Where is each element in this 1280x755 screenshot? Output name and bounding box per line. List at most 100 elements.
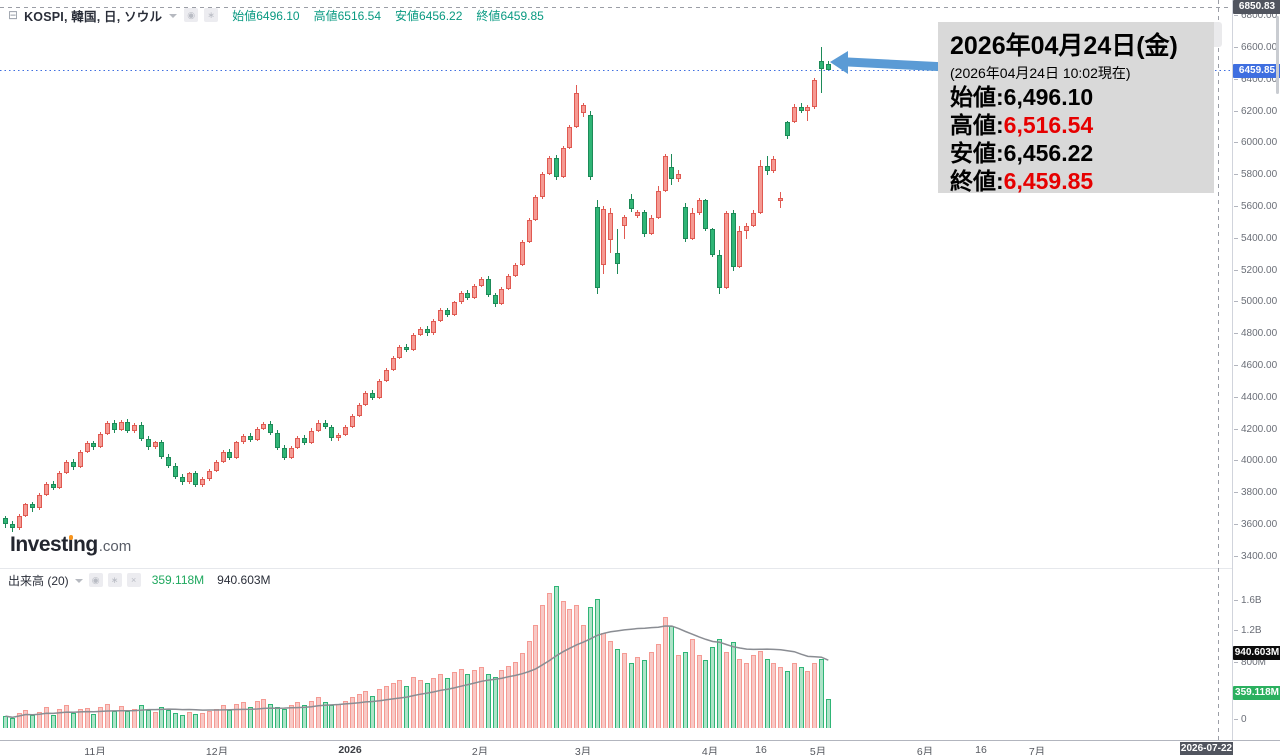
volume-bar (485, 673, 491, 728)
candle-body (91, 443, 97, 448)
price-axis[interactable]: 6800.00 6600.00 6400.00 6200.00 6000.00 5800.… (1232, 0, 1280, 740)
symbol-title: KOSPI, 韓国, 日, ソウル (24, 9, 163, 24)
volume-bar (295, 702, 301, 728)
volume-bar (608, 640, 614, 728)
volume-bar (703, 659, 709, 728)
volume-bar (213, 708, 219, 728)
candle-body (200, 479, 206, 485)
gear-icon[interactable]: ∗ (204, 8, 219, 22)
eye-icon[interactable]: ◉ (88, 573, 103, 587)
volume-bar (513, 662, 518, 728)
volume-bar (553, 585, 559, 728)
candle-body (57, 472, 63, 488)
close-icon[interactable]: × (126, 573, 141, 587)
candle-body (723, 213, 729, 289)
volume-bar (424, 683, 430, 728)
time-tick-label: 4月 (701, 746, 719, 755)
scrollbar-thumb[interactable] (1276, 16, 1279, 94)
candle-body (717, 254, 722, 289)
chevron-down-icon[interactable] (169, 14, 178, 18)
open-value: 始値6496.10 (232, 8, 300, 23)
axis-tick-label: 6000.00 (1234, 137, 1277, 148)
eye-icon[interactable]: ◉ (184, 8, 199, 22)
candle-body (390, 358, 396, 371)
low-value: 安値6456.22 (395, 8, 463, 23)
time-tick-label: 16 (755, 744, 767, 755)
volume-bar (594, 598, 600, 728)
candle-body (785, 121, 790, 137)
candle-body (560, 148, 566, 177)
volume-bar (275, 706, 280, 728)
axis-tick-label: 1.2B (1234, 625, 1262, 636)
future-date-badge: 2026-07-22 (1180, 742, 1233, 755)
candle-body (778, 198, 784, 201)
axis-tick-label: 5000.00 (1234, 296, 1277, 307)
volume-bar (560, 600, 566, 728)
candle-body (703, 199, 709, 230)
volume-header: 出来高 (20) ◉ ∗ × 359.118M 940.603M (8, 572, 271, 588)
candle-body (744, 226, 750, 231)
volume-bar (778, 666, 784, 728)
volume-bar (207, 710, 212, 728)
symbol-header: ⊟ KOSPI, 韓国, 日, ソウル ◉ ∗ 始値6496.10 高値6516… (8, 7, 544, 24)
pane-divider[interactable] (0, 568, 1232, 569)
volume-bar (336, 703, 342, 728)
candle-body (207, 471, 212, 480)
volume-bar (574, 604, 580, 728)
candle-body (689, 212, 695, 239)
volume-bar (411, 676, 416, 728)
candle-body (676, 173, 682, 180)
volume-bar (377, 689, 382, 728)
volume-bar (50, 714, 56, 728)
gear-icon[interactable]: ∗ (107, 573, 122, 587)
axis-tick-label: 6800.00 (1234, 10, 1277, 21)
axis-tick-label: 3800.00 (1234, 487, 1277, 498)
axis-tick-label: 4800.00 (1234, 328, 1277, 339)
candle-body (608, 213, 614, 240)
candle-body (601, 208, 607, 266)
candle-body (635, 211, 641, 216)
volume-bar (587, 607, 593, 728)
info-box-date-title: 2026年04月24日(金) (950, 32, 1178, 60)
time-tick-label: 16 (975, 744, 987, 755)
candle-body (798, 106, 804, 112)
candle-body (302, 437, 308, 444)
high-value: 高値6516.54 (313, 8, 382, 23)
volume-bar (363, 691, 369, 728)
layout-grid-icon[interactable]: ⊟ (8, 8, 19, 22)
volume-bar (234, 703, 240, 728)
volume-current-value: 359.118M (151, 573, 205, 587)
candle-body (16, 515, 22, 529)
time-axis[interactable]: 2026-07-22 11月 12月 2026 2月 3月 4月 16 5月 6月 16 7月 (0, 740, 1280, 755)
candle-body (417, 328, 423, 336)
volume-bar (757, 650, 763, 728)
candle-body (295, 437, 301, 448)
last-price-badge: 6459.85 (1233, 64, 1280, 78)
volume-bar (764, 658, 770, 728)
candle-body (737, 230, 743, 267)
volume-bar (723, 651, 729, 728)
volume-bar (309, 700, 314, 728)
candle-body (751, 212, 756, 227)
axis-tick-label: 800M (1234, 657, 1266, 668)
candle-body (812, 79, 818, 108)
candle-body (791, 106, 797, 122)
volume-bar (710, 647, 716, 728)
candle-body (315, 422, 321, 431)
candle-body (805, 107, 811, 112)
volume-bar (492, 676, 498, 728)
volume-bar (383, 686, 389, 728)
volume-bar (322, 702, 328, 728)
volume-bar (302, 705, 308, 728)
candle-body (757, 165, 763, 213)
volume-bar (111, 710, 117, 728)
candle-body (764, 165, 770, 172)
volume-bar (567, 608, 573, 728)
volume-bar (261, 699, 267, 728)
candle-body (356, 405, 362, 417)
volume-bar (635, 656, 641, 728)
candle-body (43, 483, 49, 495)
candle-body (125, 421, 131, 431)
chevron-down-icon[interactable] (74, 579, 83, 583)
